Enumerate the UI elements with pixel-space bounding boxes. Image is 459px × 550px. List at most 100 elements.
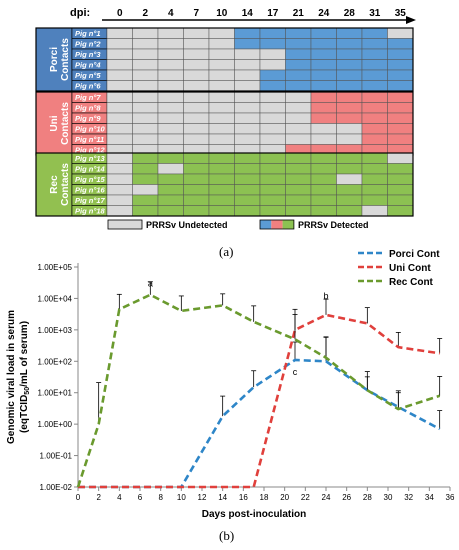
undetected-cell (259, 102, 286, 114)
y-tick-label: 1.00E+04 (38, 294, 73, 303)
uni-cont-legend-label: Uni Cont (389, 263, 431, 274)
x-axis-title: Days post-inoculation (202, 509, 306, 520)
detected-cell (183, 184, 210, 196)
y-tick-label: 1.00E-02 (40, 483, 73, 492)
undetected-cell (208, 91, 235, 103)
undetected-cell (157, 80, 184, 92)
detected-cell (361, 194, 388, 206)
detected-cell (336, 91, 363, 103)
detected-cell (157, 184, 184, 196)
detected-cell (310, 80, 337, 92)
undetected-cell (106, 59, 133, 71)
legend-detected-swatch-part (260, 220, 272, 229)
dpi-column-label: 35 (395, 8, 407, 19)
undetected-cell (234, 59, 261, 71)
detected-cell (259, 184, 286, 196)
detected-cell (285, 194, 312, 206)
detected-cell (387, 38, 414, 50)
undetected-cell (183, 59, 210, 71)
detected-cell (259, 152, 286, 164)
pig-label: Pig n°1 (75, 29, 101, 38)
undetected-cell (132, 91, 159, 103)
detected-cell (336, 48, 363, 60)
detected-cell (361, 69, 388, 81)
undetected-cell (157, 48, 184, 60)
detected-cell (310, 102, 337, 114)
undetected-cell (183, 38, 210, 50)
detected-cell (259, 69, 286, 81)
detected-cell (361, 152, 388, 164)
undetected-cell (336, 133, 363, 145)
pig-label: Pig n°12 (75, 146, 106, 155)
group-label-line2: Contacts (60, 38, 71, 81)
detected-cell (259, 27, 286, 39)
undetected-cell (106, 163, 133, 175)
undetected-cell (106, 133, 133, 145)
detected-cell (310, 205, 337, 217)
detected-cell (336, 205, 363, 217)
undetected-cell (234, 112, 261, 124)
pig-label: Pig n°4 (75, 61, 101, 70)
dpi-column-label: 14 (242, 8, 254, 19)
detected-cell (336, 27, 363, 39)
x-tick-label: 26 (342, 493, 351, 502)
panel-label-a: (a) (219, 244, 234, 259)
detected-cell (387, 91, 414, 103)
detected-cell (234, 38, 261, 50)
undetected-cell (132, 38, 159, 50)
undetected-cell (106, 69, 133, 81)
undetected-cell (208, 48, 235, 60)
x-tick-label: 16 (239, 493, 248, 502)
x-tick-label: 24 (322, 493, 331, 502)
undetected-cell (208, 80, 235, 92)
undetected-cell (285, 112, 312, 124)
detected-cell (310, 91, 337, 103)
undetected-cell (234, 123, 261, 135)
undetected-cell (387, 152, 414, 164)
annotation-label: c (293, 367, 298, 377)
detected-cell (132, 194, 159, 206)
dpi-axis-arrow (406, 16, 416, 24)
detected-cell (259, 163, 286, 175)
undetected-cell (183, 133, 210, 145)
detected-cell (336, 59, 363, 71)
undetected-cell (132, 80, 159, 92)
undetected-cell (259, 91, 286, 103)
detected-cell (336, 184, 363, 196)
detected-cell (157, 205, 184, 217)
detected-cell (336, 38, 363, 50)
undetected-cell (285, 102, 312, 114)
dpi-column-label: 0 (117, 8, 123, 19)
undetected-cell (157, 123, 184, 135)
legend-detected-swatch-part (271, 220, 283, 229)
undetected-cell (234, 69, 261, 81)
detected-cell (361, 48, 388, 60)
dpi-column-label: 7 (193, 8, 199, 19)
pig-label: Pig n°5 (75, 71, 101, 80)
undetected-cell (157, 91, 184, 103)
undetected-cell (234, 133, 261, 145)
detected-cell (387, 194, 414, 206)
detected-cell (157, 152, 184, 164)
detected-cell (259, 205, 286, 217)
x-tick-label: 28 (363, 493, 372, 502)
dpi-column-label: 4 (168, 8, 174, 19)
detected-cell (285, 184, 312, 196)
undetected-cell (208, 59, 235, 71)
y-tick-label: 1.00E+01 (38, 389, 73, 398)
detected-cell (208, 194, 235, 206)
undetected-cell (132, 102, 159, 114)
detected-cell (310, 27, 337, 39)
undetected-cell (208, 27, 235, 39)
undetected-cell (157, 69, 184, 81)
detected-cell (387, 133, 414, 145)
detected-cell (361, 91, 388, 103)
y-tick-label: 1.00E+03 (38, 326, 73, 335)
detected-cell (310, 59, 337, 71)
undetected-cell (183, 80, 210, 92)
detected-cell (361, 184, 388, 196)
undetected-cell (106, 112, 133, 124)
y-tick-label: 1.00E+05 (38, 263, 73, 272)
detected-cell (208, 163, 235, 175)
uni-cont-series-line (78, 313, 440, 489)
